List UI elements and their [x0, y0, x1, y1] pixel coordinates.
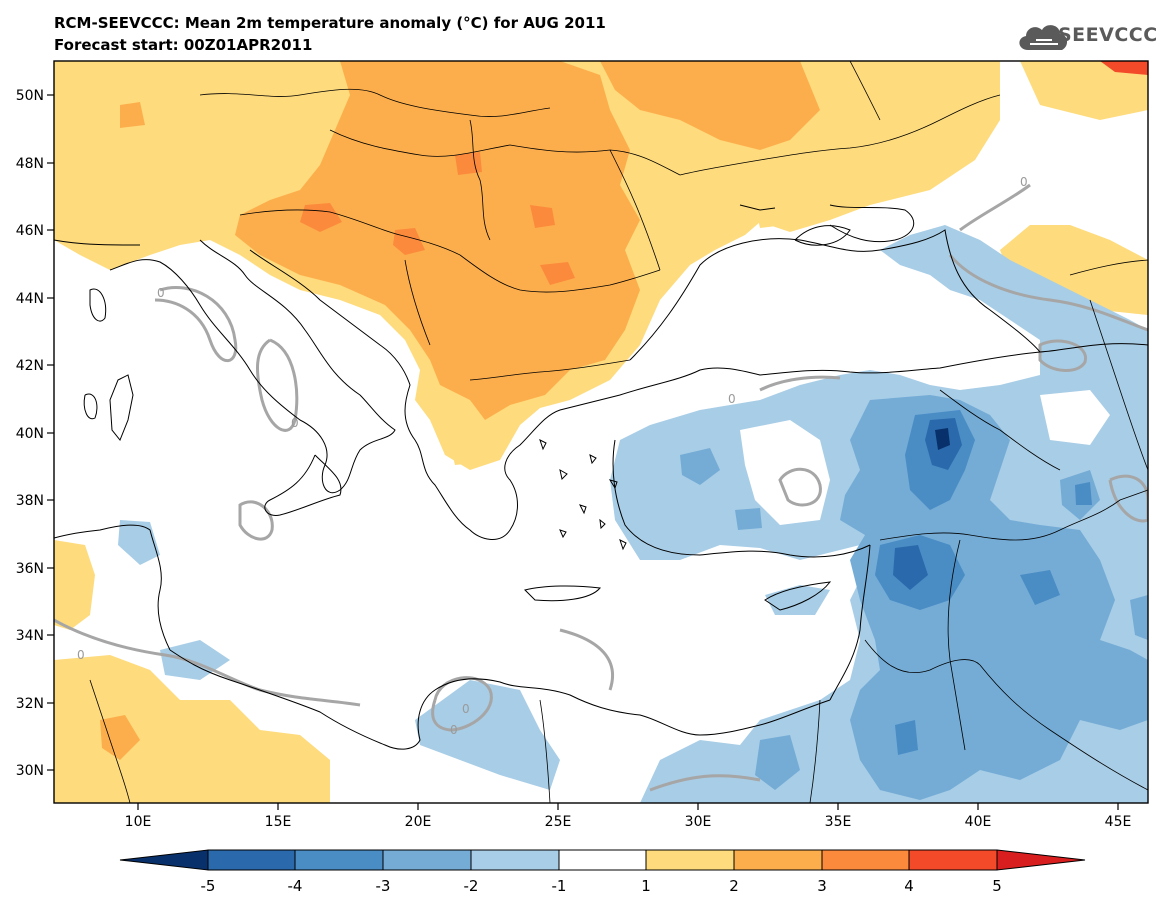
- zero-contours: [54, 183, 1148, 792]
- lon-tick-label: 35E: [825, 814, 852, 830]
- axis-ticks: [47, 94, 1119, 810]
- country-borders: [89, 61, 1148, 803]
- colorbar-labels: -5 -4 -3 -2 -1 1 2 3 4 5: [201, 877, 1002, 895]
- contour-labels: 0 0 0 0 0 0 0: [77, 175, 1028, 737]
- colorbar-label: -2: [464, 877, 479, 895]
- colorbar-label: -4: [288, 877, 303, 895]
- lon-tick-label: 25E: [545, 814, 572, 830]
- colorbar-segment: [294, 849, 384, 871]
- colorbar-segment: [996, 849, 1086, 871]
- colorbar-segment: [558, 849, 647, 871]
- lon-tick-label: 45E: [1105, 814, 1132, 830]
- lat-tick-label: 48N: [16, 156, 44, 172]
- lon-tick-label: 15E: [265, 814, 292, 830]
- anomaly-field: 0 0 0 0 0 0 0: [54, 61, 1148, 803]
- contour-label: 0: [1020, 175, 1028, 189]
- lon-tick-label: 40E: [965, 814, 992, 830]
- colorbar-label: 1: [641, 877, 651, 895]
- lat-tick-label: 38N: [16, 493, 44, 509]
- lon-tick-label: 20E: [405, 814, 432, 830]
- colorbar-segment: [119, 849, 209, 871]
- coastlines: [54, 204, 1148, 750]
- colorbar-segment: [382, 849, 472, 871]
- warm-anomaly-2-3: [100, 61, 820, 760]
- contour-label: 0: [728, 392, 736, 406]
- contour-label: 0: [291, 416, 299, 430]
- colorbar-segment: [207, 849, 296, 871]
- colorbar-label: -3: [376, 877, 391, 895]
- warm-anomaly-4-5: [1100, 61, 1148, 75]
- forecast-start: Forecast start: 00Z01APR2011: [54, 36, 313, 54]
- contour-label: 0: [77, 648, 85, 662]
- lon-tick-label: 30E: [685, 814, 712, 830]
- lat-tick-label: 44N: [16, 291, 44, 307]
- colorbar-segment: [470, 849, 560, 871]
- colorbar-segment: [645, 849, 735, 871]
- colorbar-label: 4: [904, 877, 914, 895]
- lat-tick-label: 30N: [16, 763, 44, 779]
- colorbar-label: -5: [201, 877, 216, 895]
- lat-tick-label: 46N: [16, 223, 44, 239]
- map-title: RCM-SEEVCCC: Mean 2m temperature anomaly…: [54, 14, 606, 32]
- map-frame: [53, 60, 1149, 804]
- colorbar-segment: [821, 849, 910, 871]
- lat-tick-label: 36N: [16, 561, 44, 577]
- lon-tick-labels: 10E 15E 20E 25E 30E 35E 40E 45E: [125, 814, 1132, 830]
- logo: SEEVCCC: [1058, 24, 1158, 46]
- warm-anomaly-3-4: [300, 152, 575, 285]
- contour-label: 0: [450, 723, 458, 737]
- colorbar: [119, 849, 1086, 871]
- lat-tick-label: 50N: [16, 88, 44, 104]
- cloud-icon: [1019, 25, 1068, 50]
- lat-tick-label: 40N: [16, 426, 44, 442]
- lon-tick-label: 10E: [125, 814, 152, 830]
- colorbar-label: 5: [992, 877, 1002, 895]
- lat-tick-label: 42N: [16, 358, 44, 374]
- colorbar-segment: [908, 849, 998, 871]
- lat-tick-labels: 30N 32N 34N 36N 38N 40N 42N 44N 46N 48N …: [16, 88, 44, 779]
- neutral-areas: [700, 390, 1110, 720]
- colorbar-label: -1: [552, 877, 567, 895]
- cold-anomaly-below-5: [935, 428, 950, 450]
- colorbar-segment: [733, 849, 823, 871]
- lat-tick-label: 32N: [16, 696, 44, 712]
- colorbar-label: 3: [817, 877, 827, 895]
- contour-label: 0: [462, 702, 470, 716]
- contour-label: 0: [157, 286, 165, 300]
- colorbar-label: 2: [729, 877, 739, 895]
- lat-tick-label: 34N: [16, 628, 44, 644]
